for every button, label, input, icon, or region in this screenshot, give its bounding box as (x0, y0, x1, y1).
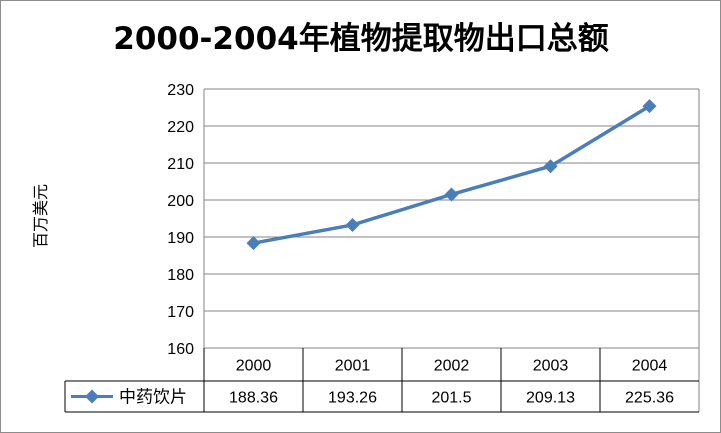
y-tick-label: 170 (167, 304, 194, 321)
data-label: 193.26 (328, 390, 377, 407)
series-line (253, 104, 651, 245)
data-point (444, 187, 459, 202)
data-label: 225.36 (625, 390, 674, 407)
x-tick-label: 2000 (236, 358, 272, 375)
x-tick-label: 2004 (632, 358, 668, 375)
y-tick-label: 160 (167, 341, 194, 358)
y-tick-label: 210 (167, 156, 194, 173)
y-tick-label: 190 (167, 230, 194, 247)
y-tick-label: 220 (167, 119, 194, 136)
data-point (246, 236, 261, 251)
chart-title: 2000-2004年植物提取物出口总额 (113, 21, 608, 57)
y-tick-label: 180 (167, 267, 194, 284)
y-axis-label: 百万美元 (31, 184, 50, 248)
x-tick-label: 2003 (533, 358, 569, 375)
data-label: 201.5 (431, 390, 471, 407)
data-point (642, 99, 657, 114)
y-axis: 160 170 180 190 200 210 220 230 (167, 82, 205, 358)
y-tick-label: 230 (167, 82, 194, 99)
data-table: 2000 2001 2002 2003 2004 188.36 193.26 201.5 209… (64, 348, 699, 413)
x-tick-label: 2001 (335, 358, 371, 375)
x-tick-label: 2002 (434, 358, 470, 375)
data-label: 209.13 (526, 390, 575, 407)
data-point (543, 159, 558, 174)
y-tick-label: 200 (167, 193, 194, 210)
series-line-group (246, 99, 657, 251)
legend-marker (85, 389, 99, 404)
data-label: 188.36 (229, 390, 278, 407)
data-point (345, 217, 360, 232)
legend-label: 中药饮片 (119, 388, 187, 408)
